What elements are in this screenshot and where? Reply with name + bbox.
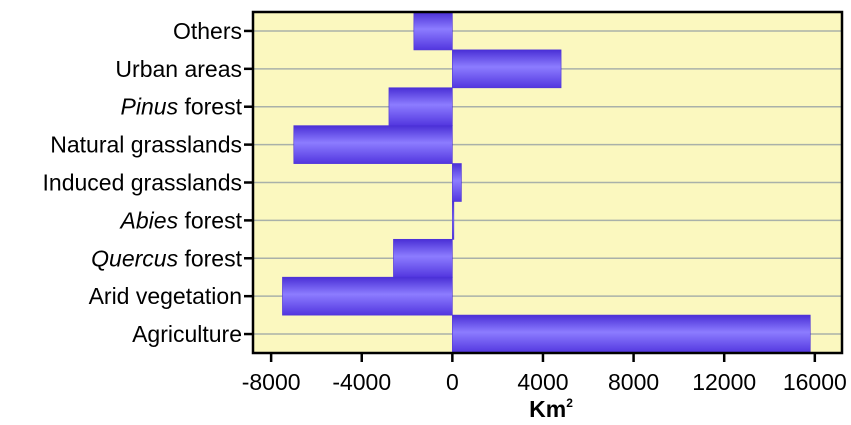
bar [293,125,453,164]
bar [452,163,462,202]
x-axis-title-superscript: 2 [566,396,573,410]
bar [388,87,453,127]
x-tick-label: 16000 [783,369,847,395]
x-tick-label: 12000 [692,369,756,395]
bar [393,238,453,278]
category-label-part: forest [178,94,243,120]
bar [282,276,453,316]
category-label-part: forest [178,245,243,271]
bars [282,11,811,354]
x-tick-label: 4000 [517,369,568,395]
bar [452,49,562,89]
x-axis-title-base: Km [529,396,566,422]
x-tick-label: -8000 [242,369,301,395]
category-labels: Others Urban areas Pinus forest Natural gra… [43,18,243,347]
category-label-part: Arid vegetation [89,283,242,309]
category-label-part: Quercus [91,245,178,271]
x-tick-labels: -8000 -4000 0 4000 8000 12000 16000 [242,369,847,395]
bar [452,201,455,240]
category-label: Urban areas [115,56,242,82]
x-tick-label: 8000 [608,369,659,395]
x-axis-title: Km2 [529,396,573,422]
category-label: Others [173,18,242,44]
category-label: Pinus forest [121,94,243,120]
category-label-part: forest [178,207,243,233]
category-label: Abies forest [119,207,243,233]
x-tick-label: -4000 [332,369,391,395]
category-label: Agriculture [132,321,242,347]
category-label-part: Urban areas [115,56,242,82]
category-label-part: Agriculture [132,321,242,347]
axes [244,10,844,362]
category-label-part: Natural grasslands [50,132,242,158]
x-tick-label: 0 [446,369,459,395]
bar [452,314,811,354]
category-label: Natural grasslands [50,132,242,158]
category-label: Induced grasslands [43,170,242,196]
category-label-part: Abies [119,207,179,233]
category-label-part: Induced grasslands [43,170,242,196]
category-label-part: Others [173,18,242,44]
category-label: Arid vegetation [89,283,242,309]
category-label-part: Pinus [121,94,179,120]
category-label: Quercus forest [91,245,242,271]
bar [413,11,453,51]
